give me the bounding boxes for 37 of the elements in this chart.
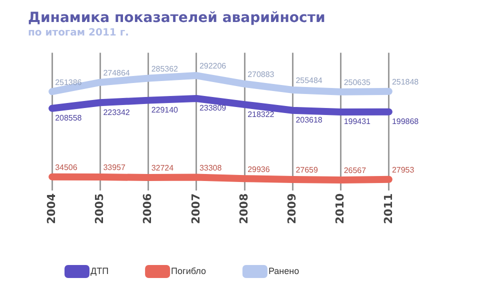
x-tick-label: 2010 — [334, 193, 347, 224]
data-label: 203618 — [296, 116, 323, 125]
data-label: 223342 — [103, 108, 130, 117]
data-label: 27953 — [392, 166, 415, 175]
data-label: 255484 — [296, 76, 323, 86]
data-label: 33957 — [103, 163, 126, 172]
x-tick-label: 2009 — [286, 193, 299, 224]
data-label: 26567 — [344, 166, 367, 176]
chart-title: Динамика показателей аварийности — [28, 10, 326, 26]
x-tick-label: 2006 — [141, 193, 154, 224]
data-label: 199431 — [344, 117, 372, 126]
data-label: 270883 — [248, 70, 275, 80]
data-label: 199868 — [392, 117, 420, 126]
data-label: 251386 — [55, 78, 82, 87]
data-label: 32724 — [151, 164, 174, 173]
data-label: 250635 — [344, 78, 372, 88]
data-label: 27659 — [296, 166, 318, 175]
legend-label: ДТП — [90, 266, 109, 276]
legend-label: Погибло — [171, 266, 206, 276]
data-label: 218322 — [248, 110, 275, 119]
data-label: 33308 — [199, 163, 222, 172]
x-tick-label: 2011 — [382, 193, 395, 224]
x-tick-label: 2007 — [189, 193, 202, 224]
data-label: 292206 — [199, 62, 227, 71]
data-label: 251848 — [392, 78, 420, 87]
data-label: 274864 — [103, 68, 130, 78]
data-label: 229140 — [151, 106, 179, 115]
x-tick-label: 2004 — [44, 193, 58, 224]
data-label: 285362 — [151, 64, 179, 74]
data-label: 29936 — [248, 164, 270, 174]
data-label: 34506 — [55, 163, 78, 172]
x-tick-label: 2008 — [237, 193, 250, 224]
data-label: 233809 — [199, 104, 227, 113]
chart-subtitle: по итогам 2011 г. — [28, 27, 129, 38]
data-label: 208558 — [55, 114, 82, 123]
x-tick-label: 2005 — [93, 193, 106, 224]
legend-label: Ранено — [268, 266, 300, 276]
